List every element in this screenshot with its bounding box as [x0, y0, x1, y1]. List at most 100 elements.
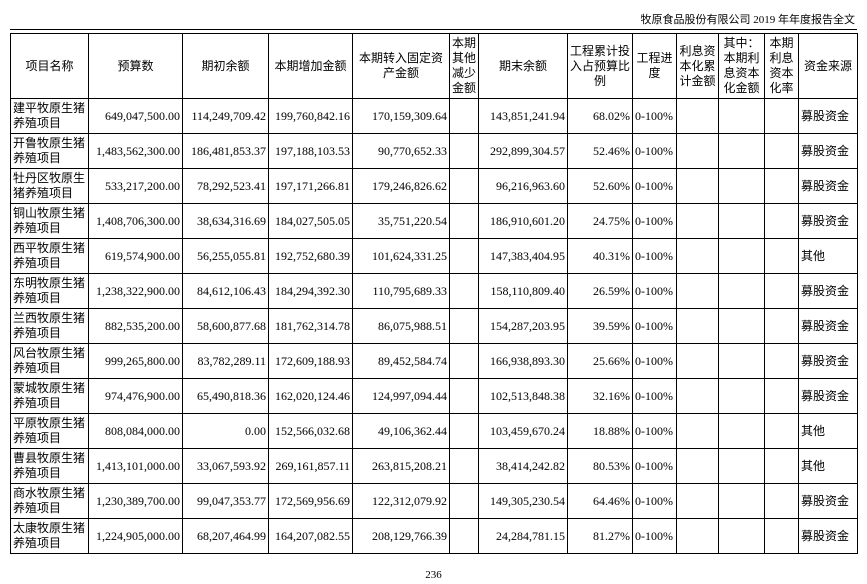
- table-cell: [676, 98, 719, 134]
- table-cell: [449, 273, 479, 309]
- table-cell: 162,020,124.46: [268, 378, 353, 414]
- table-cell: [718, 413, 765, 449]
- table-cell: [764, 98, 799, 134]
- table-cell: 35,751,220.54: [352, 203, 450, 239]
- table-cell: 募股资金: [798, 483, 858, 519]
- table-row: 建平牧原生猪养殖项目 649,047,500.00 114,249,709.42 19…: [10, 98, 858, 134]
- table-cell: 1,413,101,000.00: [88, 448, 183, 484]
- table-cell: 0-100%: [632, 448, 677, 484]
- table-cell: 募股资金: [798, 518, 858, 554]
- table-cell: 西平牧原生猪养殖项目: [10, 238, 89, 274]
- table-cell: [676, 343, 719, 379]
- column-header: 利息资本化累计金额: [676, 33, 719, 99]
- table-cell: 197,171,266.81: [268, 168, 353, 204]
- table-cell: 56,255,055.81: [182, 238, 269, 274]
- table-row: 风台牧原生猪养殖项目 999,265,800.00 83,782,289.11 172…: [10, 343, 858, 379]
- table-cell: 84,612,106.43: [182, 273, 269, 309]
- table-cell: 平原牧原生猪养殖项目: [10, 413, 89, 449]
- table-cell: 619,574,900.00: [88, 238, 183, 274]
- table-cell: [764, 273, 799, 309]
- table-cell: 999,265,800.00: [88, 343, 183, 379]
- table-cell: 兰西牧原生猪养殖项目: [10, 308, 89, 344]
- header-row: 项目名称 预算数 期初余额 本期增加金额 本期转入固定资产金额 本期其他减少金额 期末余额工…: [10, 33, 858, 99]
- table-cell: 83,782,289.11: [182, 343, 269, 379]
- table-row: 商水牧原生猪养殖项目 1,230,389,700.00 99,047,353.77 1…: [10, 483, 858, 519]
- table-cell: [449, 343, 479, 379]
- table-cell: 40.31%: [567, 238, 633, 274]
- table-cell: 65,490,818.36: [182, 378, 269, 414]
- table-cell: 蒙城牧原生猪养殖项目: [10, 378, 89, 414]
- table-cell: 974,476,900.00: [88, 378, 183, 414]
- table-row: 牡丹区牧原生猪养殖项目 533,217,200.00 78,292,523.41 19…: [10, 168, 858, 204]
- table-cell: [764, 413, 799, 449]
- table-cell: 32.16%: [567, 378, 633, 414]
- table-cell: [718, 238, 765, 274]
- table-cell: [676, 448, 719, 484]
- table-cell: 1,408,706,300.00: [88, 203, 183, 239]
- table-cell: 0-100%: [632, 483, 677, 519]
- table-cell: 78,292,523.41: [182, 168, 269, 204]
- table-cell: [718, 98, 765, 134]
- table-cell: [449, 378, 479, 414]
- table-cell: 38,634,316.69: [182, 203, 269, 239]
- table-cell: 99,047,353.77: [182, 483, 269, 519]
- table-cell: 90,770,652.33: [352, 133, 450, 169]
- table-cell: 其他: [798, 448, 858, 484]
- table-cell: [449, 448, 479, 484]
- table-cell: 172,569,956.69: [268, 483, 353, 519]
- table-cell: 52.60%: [567, 168, 633, 204]
- table-cell: 募股资金: [798, 273, 858, 309]
- table-cell: 募股资金: [798, 378, 858, 414]
- table-cell: [718, 308, 765, 344]
- table-cell: 269,161,857.11: [268, 448, 353, 484]
- table-cell: 199,760,842.16: [268, 98, 353, 134]
- table-cell: 募股资金: [798, 98, 858, 134]
- table-cell: 122,312,079.92: [352, 483, 450, 519]
- table-cell: 170,159,309.64: [352, 98, 450, 134]
- table-cell: 263,815,208.21: [352, 448, 450, 484]
- table-row: 西平牧原生猪养殖项目 619,574,900.00 56,255,055.81 192…: [10, 238, 858, 274]
- table-cell: 184,027,505.05: [268, 203, 353, 239]
- column-header: 本期转入固定资产金额: [352, 33, 450, 99]
- table-cell: 89,452,584.74: [352, 343, 450, 379]
- table-cell: 192,752,680.39: [268, 238, 353, 274]
- table-cell: [764, 168, 799, 204]
- table-cell: 149,305,230.54: [478, 483, 568, 519]
- table-cell: 募股资金: [798, 203, 858, 239]
- table-row: 开鲁牧原生猪养殖项目 1,483,562,300.00 186,481,853.37…: [10, 133, 858, 169]
- table-cell: 86,075,988.51: [352, 308, 450, 344]
- header-rule: [10, 29, 857, 30]
- table-cell: 103,459,670.24: [478, 413, 568, 449]
- table-cell: 124,997,094.44: [352, 378, 450, 414]
- column-header: 本期利息资本化率: [764, 33, 799, 99]
- table-row: 东明牧原生猪养殖项目 1,238,322,900.00 84,612,106.43 1…: [10, 273, 858, 309]
- column-header: 期初余额: [182, 33, 269, 99]
- column-header: 工程累计投入占预算比例: [567, 33, 633, 99]
- table-cell: 68,207,464.99: [182, 518, 269, 554]
- table-cell: [718, 343, 765, 379]
- header-title: 牧原食品股份有限公司 2019 年年度报告全文: [640, 14, 856, 26]
- table-cell: 东明牧原生猪养殖项目: [10, 273, 89, 309]
- table-cell: 募股资金: [798, 133, 858, 169]
- table-cell: 649,047,500.00: [88, 98, 183, 134]
- table-cell: 533,217,200.00: [88, 168, 183, 204]
- table-cell: 52.46%: [567, 133, 633, 169]
- table-cell: [764, 483, 799, 519]
- table-cell: 33,067,593.92: [182, 448, 269, 484]
- table-cell: [676, 203, 719, 239]
- table-cell: [449, 483, 479, 519]
- table-cell: 26.59%: [567, 273, 633, 309]
- table-cell: 186,910,601.20: [478, 203, 568, 239]
- table-cell: 0-100%: [632, 378, 677, 414]
- table-cell: 25.66%: [567, 343, 633, 379]
- table-cell: [676, 378, 719, 414]
- table-cell: [449, 133, 479, 169]
- column-header: 项目名称: [10, 33, 89, 99]
- table-cell: 179,246,826.62: [352, 168, 450, 204]
- table-row: 曹县牧原生猪养殖项目 1,413,101,000.00 33,067,593.92 2…: [10, 448, 858, 484]
- table-cell: [718, 203, 765, 239]
- table-cell: 1,238,322,900.00: [88, 273, 183, 309]
- table-cell: 0-100%: [632, 413, 677, 449]
- table-cell: 0-100%: [632, 133, 677, 169]
